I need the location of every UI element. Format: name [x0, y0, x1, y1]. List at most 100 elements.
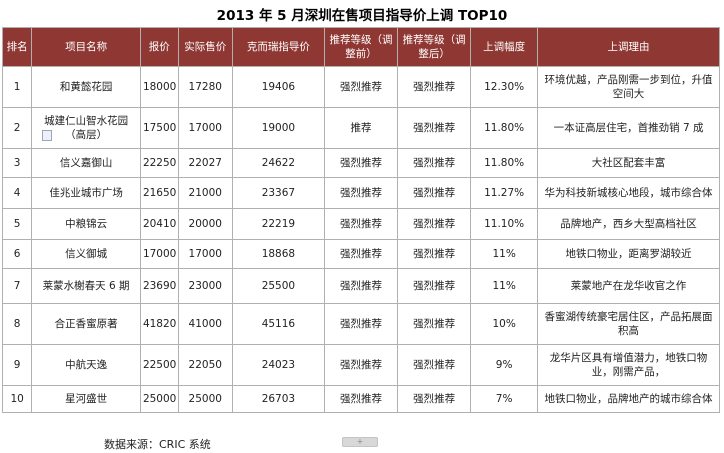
cell-rank: 1 [1, 66, 33, 108]
cell-raise: 11.80% [470, 148, 539, 178]
cell-rank: 8 [1, 303, 33, 345]
cell-after: 强烈推荐 [397, 344, 472, 386]
table-row: 5 中粮锦云 20410 20000 22219 强烈推荐 强烈推荐 11.10… [1, 208, 720, 240]
table-row: 8 合正香蜜原著 41820 41000 45116 强烈推荐 强烈推荐 10%… [1, 303, 720, 345]
cell-name: 中粮锦云 [31, 208, 141, 240]
header-after: 推荐等级（调整后） [397, 27, 472, 67]
cell-name: 信义御城 [31, 239, 141, 269]
table-title: 2013 年 5 月深圳在售项目指导价上调 TOP10 [216, 8, 508, 24]
cell-reason: 香蜜湖传统豪宅居住区，产品拓展面积高 [537, 303, 720, 345]
cell-rank: 4 [1, 177, 33, 209]
cell-before: 强烈推荐 [323, 303, 399, 345]
cell-before: 强烈推荐 [323, 344, 399, 386]
cell-actual: 17000 [177, 239, 233, 269]
cell-raise: 11% [470, 268, 539, 304]
cell-quote: 17000 [139, 239, 179, 269]
cell-rank: 3 [1, 148, 33, 178]
cell-quote: 21650 [139, 177, 179, 209]
cell-before: 强烈推荐 [323, 239, 399, 269]
cell-before: 强烈推荐 [323, 66, 399, 108]
cell-name: 星河盛世 [31, 385, 141, 413]
cell-before: 强烈推荐 [323, 268, 399, 304]
cell-name: 莱蒙水榭春天 6 期 [31, 268, 141, 304]
cell-after: 强烈推荐 [397, 208, 472, 240]
cell-reason: 地铁口物业，品牌地产的城市综合体 [537, 385, 720, 413]
cell-rank: 2 [1, 107, 33, 149]
cell-quote: 23690 [139, 268, 179, 304]
header-guide: 克而瑞指导价 [231, 27, 325, 67]
add-sheet-tab[interactable]: + [342, 437, 378, 447]
header-row: 排名 项目名称 报价 实际售价 克而瑞指导价 推荐等级（调整前） 推荐等级（调整… [1, 27, 720, 67]
cell-name: 中航天逸 [31, 344, 141, 386]
cell-guide: 23367 [231, 177, 325, 209]
cell-rank: 9 [1, 344, 33, 386]
cell-guide: 25500 [231, 268, 325, 304]
cell-raise: 7% [470, 385, 539, 413]
cell-actual: 21000 [177, 177, 233, 209]
cell-before: 强烈推荐 [323, 385, 399, 413]
cell-name: 合正香蜜原著 [31, 303, 141, 345]
cell-raise: 11.27% [470, 177, 539, 209]
cell-reason: 品牌地产，西乡大型高档社区 [537, 208, 720, 240]
cell-quote: 22250 [139, 148, 179, 178]
cell-actual: 17000 [177, 107, 233, 149]
cell-actual: 20000 [177, 208, 233, 240]
cell-actual: 25000 [177, 385, 233, 413]
cell-after: 强烈推荐 [397, 385, 472, 413]
cell-after: 强烈推荐 [397, 66, 472, 108]
cell-rank: 7 [1, 268, 33, 304]
cell-after: 强烈推荐 [397, 148, 472, 178]
cell-rank: 10 [1, 385, 33, 413]
cell-actual: 23000 [177, 268, 233, 304]
cell-name: 城建仁山智水花园（高层） [31, 107, 141, 149]
cell-raise: 10% [470, 303, 539, 345]
table-row: 4 佳兆业城市广场 21650 21000 23367 强烈推荐 强烈推荐 11… [1, 177, 720, 209]
cell-name: 信义嘉御山 [31, 148, 141, 178]
table-row: 6 信义御城 17000 17000 18868 强烈推荐 强烈推荐 11% 地… [1, 239, 720, 269]
table-row: 9 中航天逸 22500 22050 24023 强烈推荐 强烈推荐 9% 龙华… [1, 344, 720, 386]
cell-quote: 18000 [139, 66, 179, 108]
cell-quote: 20410 [139, 208, 179, 240]
cell-raise: 11% [470, 239, 539, 269]
paste-options-icon[interactable] [42, 130, 52, 141]
cell-actual: 17280 [177, 66, 233, 108]
header-quote: 报价 [139, 27, 179, 67]
cell-after: 强烈推荐 [397, 177, 472, 209]
cell-reason: 华为科技新城核心地段，城市综合体 [537, 177, 720, 209]
table-row: 1 和黄懿花园 18000 17280 19406 强烈推荐 强烈推荐 12.3… [1, 66, 720, 108]
cell-guide: 24023 [231, 344, 325, 386]
cell-after: 强烈推荐 [397, 107, 472, 149]
cell-reason: 一本证高层住宅，首推劲销 7 成 [537, 107, 720, 149]
cell-quote: 22500 [139, 344, 179, 386]
header-rank: 排名 [1, 27, 33, 67]
cell-rank: 6 [1, 239, 33, 269]
cell-guide: 22219 [231, 208, 325, 240]
cell-quote: 25000 [139, 385, 179, 413]
cell-guide: 26703 [231, 385, 325, 413]
header-actual: 实际售价 [177, 27, 233, 67]
cell-before: 强烈推荐 [323, 208, 399, 240]
cell-quote: 41820 [139, 303, 179, 345]
cell-reason: 地铁口物业，距离罗湖较近 [537, 239, 720, 269]
price-adjustment-table: 排名 项目名称 报价 实际售价 克而瑞指导价 推荐等级（调整前） 推荐等级（调整… [1, 27, 720, 413]
cell-guide: 45116 [231, 303, 325, 345]
cell-actual: 22050 [177, 344, 233, 386]
cell-before: 强烈推荐 [323, 177, 399, 209]
cell-rank: 5 [1, 208, 33, 240]
cell-reason: 环境优越，产品刚需一步到位，升值空间大 [537, 66, 720, 108]
cell-raise: 11.10% [470, 208, 539, 240]
cell-guide: 19406 [231, 66, 325, 108]
cell-name: 佳兆业城市广场 [31, 177, 141, 209]
table-row: 3 信义嘉御山 22250 22027 24622 强烈推荐 强烈推荐 11.8… [1, 148, 720, 178]
cell-after: 强烈推荐 [397, 239, 472, 269]
cell-before: 推荐 [323, 107, 399, 149]
cell-reason: 大社区配套丰富 [537, 148, 720, 178]
table-row: 2 城建仁山智水花园（高层） 17500 17000 19000 推荐 强烈推荐… [1, 107, 720, 149]
cell-quote: 17500 [139, 107, 179, 149]
cell-raise: 9% [470, 344, 539, 386]
table-row: 10 星河盛世 25000 25000 26703 强烈推荐 强烈推荐 7% 地… [1, 385, 720, 413]
cell-before: 强烈推荐 [323, 148, 399, 178]
cell-actual: 22027 [177, 148, 233, 178]
cell-actual: 41000 [177, 303, 233, 345]
header-name: 项目名称 [31, 27, 141, 67]
